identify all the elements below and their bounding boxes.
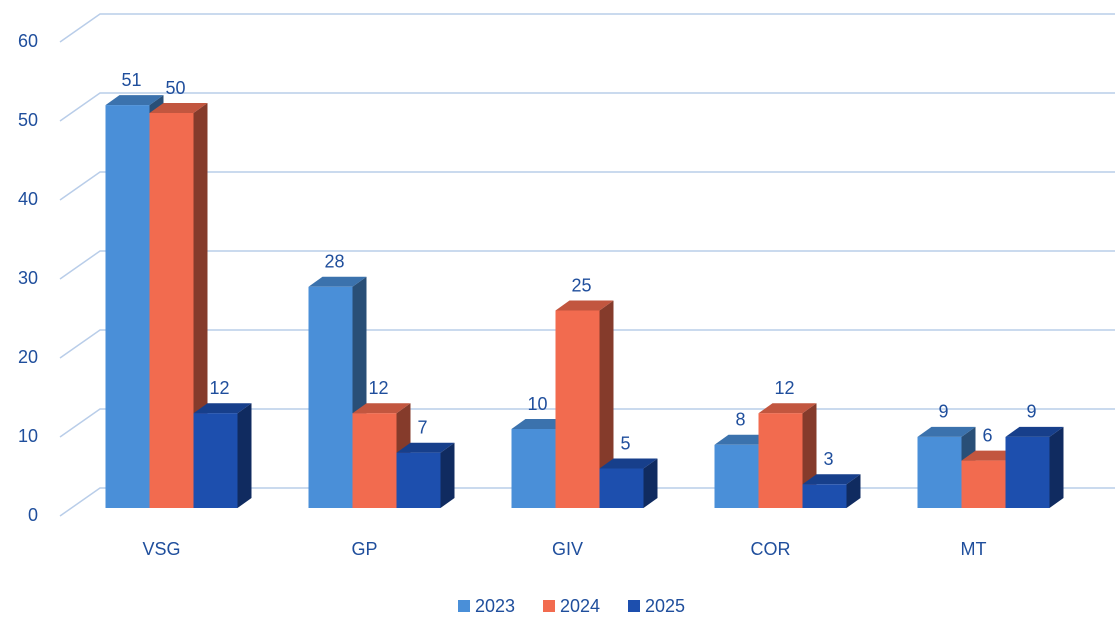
legend-label: 2023	[475, 596, 515, 616]
bar-side	[643, 458, 658, 508]
legend-label: 2024	[560, 596, 600, 616]
bar-top	[599, 458, 658, 469]
bar	[105, 105, 150, 508]
value-label: 50	[165, 78, 185, 98]
legend-swatch	[543, 600, 555, 612]
bar	[555, 310, 600, 508]
grid-line	[59, 171, 1115, 201]
value-label: 7	[417, 417, 427, 437]
value-label: 25	[571, 275, 591, 295]
value-label: 10	[527, 394, 547, 414]
value-label: 51	[121, 70, 141, 90]
legend-swatch	[628, 600, 640, 612]
bar	[352, 413, 397, 508]
bar-top	[149, 103, 208, 113]
bar	[1005, 436, 1050, 508]
y-tick-label: 30	[18, 268, 38, 288]
value-label: 12	[209, 378, 229, 398]
bar-top	[714, 434, 773, 445]
bar	[511, 429, 556, 508]
y-tick-label: 0	[28, 505, 38, 525]
bar-side	[599, 300, 614, 508]
value-label: 12	[774, 378, 794, 398]
value-label: 28	[324, 252, 344, 272]
grid-line	[59, 329, 1115, 359]
grid-line	[59, 13, 1115, 43]
value-label: 3	[823, 449, 833, 469]
value-label: 12	[368, 378, 388, 398]
y-tick-label: 50	[18, 110, 38, 130]
bar-top	[105, 95, 164, 106]
bar-side	[846, 474, 861, 508]
bar	[149, 113, 194, 508]
bar	[193, 413, 238, 508]
y-tick-label: 40	[18, 189, 38, 209]
bar-top	[802, 474, 861, 485]
bar-side	[237, 403, 252, 508]
bar-side	[1049, 426, 1064, 508]
bar	[396, 452, 441, 508]
bar	[714, 444, 759, 508]
bar-top	[917, 426, 976, 437]
legend-swatch	[458, 600, 470, 612]
bar-top	[352, 403, 411, 414]
value-label: 8	[735, 410, 745, 430]
bar-side	[440, 442, 455, 508]
bar-top	[193, 403, 252, 414]
grid-line	[59, 250, 1115, 280]
bar	[758, 413, 803, 508]
x-tick-label: GP	[351, 539, 377, 559]
bar	[961, 460, 1006, 508]
bar-top	[308, 276, 367, 287]
value-label: 9	[1026, 402, 1036, 422]
bar-top	[961, 450, 1020, 461]
value-label: 9	[938, 402, 948, 422]
bar-top	[555, 300, 614, 311]
x-tick-label: VSG	[142, 539, 180, 559]
bar	[917, 436, 962, 508]
bar-top	[1005, 426, 1064, 437]
grid-line	[59, 92, 1115, 122]
bar	[802, 484, 847, 508]
bar-top	[758, 403, 817, 414]
bar	[308, 286, 353, 508]
y-tick-label: 10	[18, 426, 38, 446]
legend-label: 2025	[645, 596, 685, 616]
value-label: 6	[982, 425, 992, 445]
y-tick-label: 20	[18, 347, 38, 367]
y-tick-label: 60	[18, 31, 38, 51]
value-label: 5	[620, 433, 630, 453]
x-tick-label: COR	[751, 539, 791, 559]
bar-top	[396, 442, 455, 453]
bar	[599, 468, 644, 508]
x-tick-label: GIV	[552, 539, 583, 559]
bar-top	[511, 419, 570, 429]
x-tick-label: MT	[961, 539, 987, 559]
